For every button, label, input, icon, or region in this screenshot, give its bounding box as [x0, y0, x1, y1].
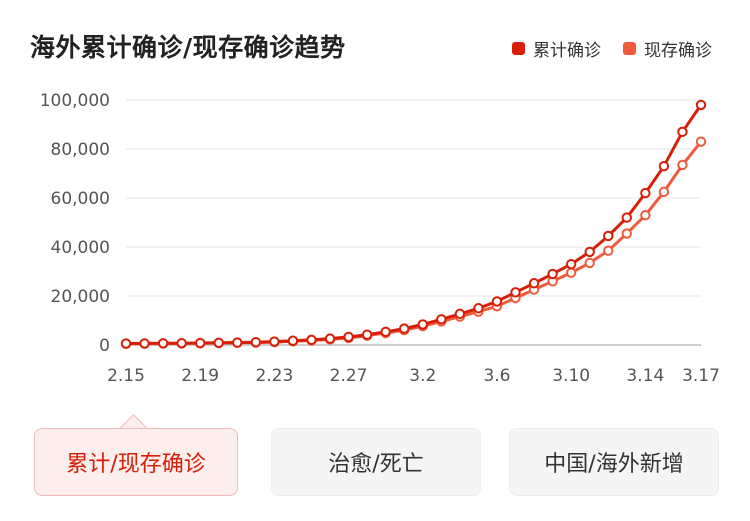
- data-point-cumulative: [473, 303, 484, 314]
- x-tick-label: 2.27: [330, 366, 368, 386]
- tab-label: 中国/海外新增: [544, 452, 684, 477]
- data-point-cumulative: [232, 337, 243, 348]
- data-point-cumulative: [621, 212, 633, 223]
- legend-label-existing: 现存确诊: [644, 41, 712, 61]
- x-tick-label: 2.23: [255, 366, 293, 386]
- data-point-cumulative: [287, 335, 299, 346]
- legend-item-cumulative[interactable]: 累计确诊: [512, 36, 601, 61]
- data-point-existing: [658, 186, 670, 198]
- legend-swatch-cumulative: [512, 42, 525, 55]
- tab-label: 累计/现存确诊: [66, 452, 206, 477]
- data-point-cumulative: [454, 308, 466, 320]
- data-point-cumulative: [194, 337, 206, 349]
- x-tick-label: 2.19: [181, 366, 219, 386]
- data-point-cumulative: [603, 230, 614, 242]
- x-tick-label: 3.17: [682, 366, 720, 386]
- legend-swatch-existing: [623, 42, 636, 55]
- data-point-cumulative: [324, 333, 336, 344]
- tab-cumulative-existing[interactable]: 累计/现存确诊: [34, 428, 238, 496]
- data-point-cumulative: [120, 338, 132, 349]
- data-point-cumulative: [436, 314, 447, 325]
- data-point-cumulative: [510, 287, 521, 298]
- data-point-cumulative: [677, 126, 688, 138]
- y-tick-label: 20,000: [51, 287, 110, 307]
- data-point-cumulative: [380, 326, 391, 337]
- data-point-cumulative: [528, 278, 540, 289]
- series-line-existing: [124, 140, 703, 346]
- legend-item-existing[interactable]: 现存确诊: [623, 36, 712, 61]
- data-point-existing: [603, 245, 614, 256]
- data-point-cumulative: [658, 160, 670, 172]
- data-point-cumulative: [640, 187, 651, 199]
- y-tick-label: 60,000: [51, 189, 110, 209]
- tab-label: 治愈/死亡: [328, 452, 424, 477]
- data-point-cumulative: [565, 258, 577, 270]
- y-tick-label: 80,000: [51, 140, 110, 160]
- data-point-existing: [565, 267, 577, 278]
- line-chart: 0 20,000 40,000 60,000 80,000 100,000 2.15 2.19…: [40, 91, 720, 386]
- data-point-cumulative: [306, 334, 317, 346]
- x-tick-label: 3.10: [552, 366, 590, 386]
- data-point-cumulative: [491, 296, 503, 307]
- data-point-cumulative: [176, 337, 187, 349]
- data-point-cumulative: [269, 336, 280, 347]
- data-point-cumulative: [584, 246, 595, 258]
- data-point-cumulative: [695, 99, 707, 111]
- y-tick-label: 100,000: [40, 91, 110, 111]
- data-point-existing: [677, 159, 688, 171]
- data-point-cumulative: [399, 323, 410, 334]
- y-tick-label: 40,000: [51, 238, 110, 258]
- data-point-cumulative: [139, 338, 150, 349]
- data-point-cumulative: [547, 268, 558, 280]
- data-point-existing: [640, 209, 651, 221]
- legend-label-cumulative: 累计确诊: [533, 41, 601, 61]
- y-tick-label: 0: [99, 336, 110, 356]
- x-tick-label: 3.2: [409, 366, 436, 386]
- data-point-cumulative: [157, 338, 169, 349]
- data-point-cumulative: [343, 331, 354, 343]
- data-point-existing: [621, 228, 633, 239]
- tab-recovered-deaths[interactable]: 治愈/死亡: [271, 428, 481, 496]
- series-line-cumulative: [124, 103, 703, 345]
- x-tick-label: 3.14: [626, 366, 664, 386]
- x-tick-label: 3.6: [483, 366, 510, 386]
- chart-title: 海外累计确诊/现存确诊趋势: [30, 33, 346, 62]
- tab-china-overseas-new[interactable]: 中国/海外新增: [509, 428, 719, 496]
- legend: 累计确诊 现存确诊: [490, 36, 712, 61]
- data-point-cumulative: [361, 329, 373, 340]
- data-point-cumulative: [417, 319, 428, 330]
- data-point-cumulative: [250, 336, 262, 348]
- data-point-cumulative: [213, 337, 224, 348]
- data-point-existing: [695, 136, 707, 147]
- x-tick-label: 2.15: [107, 366, 145, 386]
- data-point-existing: [584, 257, 595, 269]
